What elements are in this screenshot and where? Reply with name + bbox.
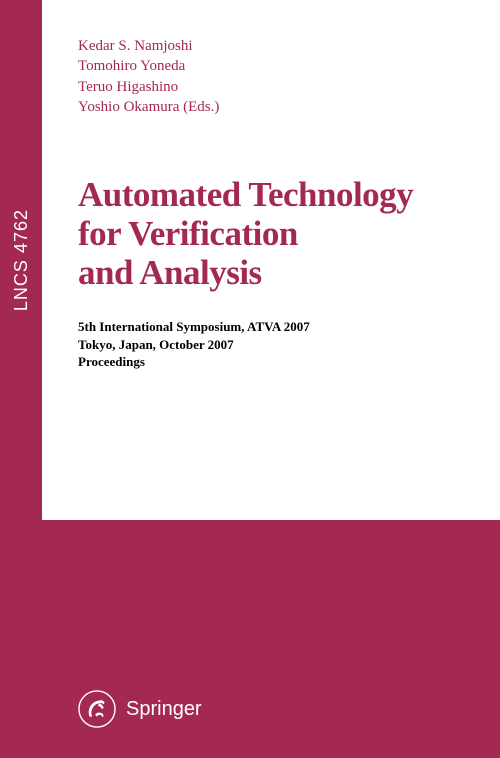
subtitle-block: 5th International Symposium, ATVA 2007 T…: [78, 318, 475, 371]
book-title: Automated Technology for Verification an…: [78, 175, 475, 293]
subtitle-line: Tokyo, Japan, October 2007: [78, 336, 475, 354]
bottom-color-band: Springer: [0, 520, 500, 758]
series-spine: LNCS 4762: [0, 0, 42, 520]
spine-label: LNCS 4762: [11, 209, 32, 311]
subtitle-line: 5th International Symposium, ATVA 2007: [78, 318, 475, 336]
spine-series: LNCS: [11, 259, 31, 311]
publisher-name: Springer: [126, 698, 202, 721]
editor-name: Yoshio Okamura (Eds.): [78, 97, 219, 117]
editor-name: Kedar S. Namjoshi: [78, 36, 219, 56]
subtitle-line: Proceedings: [78, 353, 475, 371]
editor-name: Teruo Higashino: [78, 77, 219, 97]
publisher-block: Springer: [78, 690, 202, 728]
title-line: for Verification: [78, 214, 298, 253]
editor-name: Tomohiro Yoneda: [78, 56, 219, 76]
title-block: Automated Technology for Verification an…: [78, 175, 475, 293]
title-line: and Analysis: [78, 253, 262, 292]
spine-volume: 4762: [11, 209, 31, 253]
springer-horse-icon: [78, 690, 116, 728]
title-line: Automated Technology: [78, 175, 413, 214]
editors-list: Kedar S. Namjoshi Tomohiro Yoneda Teruo …: [78, 36, 219, 117]
